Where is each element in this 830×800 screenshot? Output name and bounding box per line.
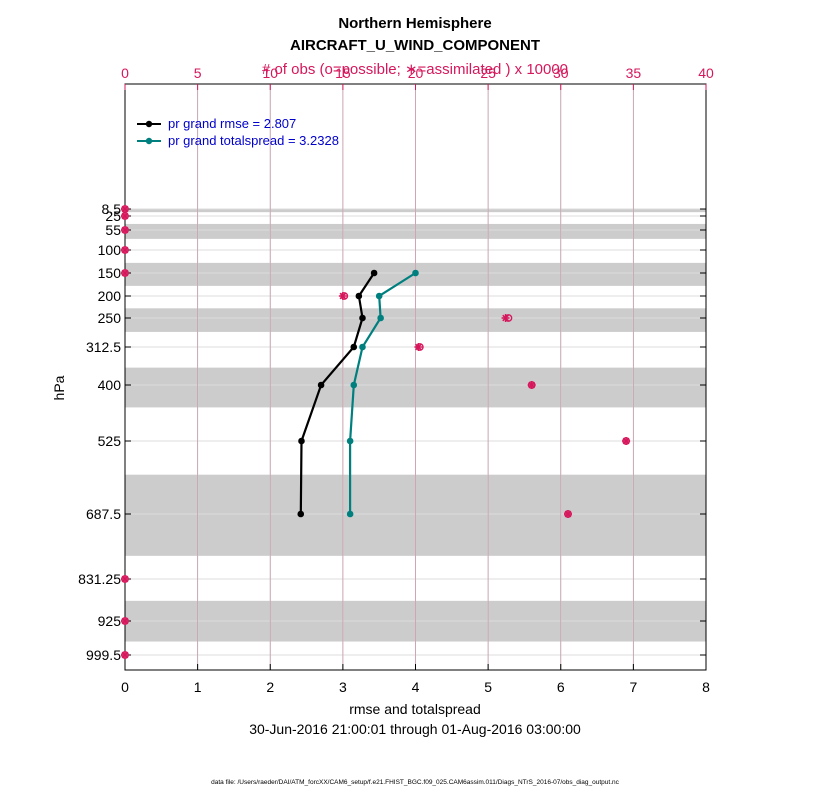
obs-assimilated-marker: [338, 292, 347, 300]
y-tick-label: 999.5: [86, 647, 121, 663]
series-1-point: [350, 381, 358, 389]
x-tick-label: 3: [339, 679, 347, 695]
top-x-tick-labels: 0 5 10 15 20 25 30 35 40: [121, 65, 714, 81]
asterisk-stroke: [528, 381, 536, 389]
top-axis-label: # of obs (o=possible; ∗=assimilated ) x …: [262, 61, 568, 78]
legend-rmse-label: pr grand rmse = 2.807: [168, 116, 296, 131]
obs-assimilated-marker: [121, 269, 129, 277]
obs-assimilated-marker: [622, 437, 631, 445]
series-1-point: [412, 269, 419, 277]
y-tick-label: 25: [105, 208, 121, 224]
series-0-point: [359, 314, 366, 322]
asterisk-stroke: [121, 226, 129, 234]
series-0-point: [298, 437, 305, 445]
y-tick-label: 100: [98, 242, 122, 258]
asterisk-stroke: [121, 246, 129, 254]
top-tick-label: 20: [408, 65, 424, 81]
asterisk-stroke: [121, 575, 129, 583]
x-tick-label: 8: [702, 679, 710, 695]
obs-assimilated-marker: [121, 205, 129, 213]
series-0-point: [355, 292, 363, 300]
top-tick-label: 25: [480, 65, 496, 81]
x-tick-label: 4: [412, 679, 420, 695]
obs-assimilated-marker: [564, 510, 573, 518]
date-range-label: 30-Jun-2016 21:00:01 through 01-Aug-2016…: [249, 721, 581, 737]
asterisk-stroke: [121, 617, 129, 625]
y-tick-label: 925: [98, 613, 122, 629]
y-tick-label: 200: [98, 288, 122, 304]
y-axis-label: hPa: [51, 375, 67, 400]
series-1-point: [346, 437, 354, 445]
y-tick-label: 312.5: [86, 339, 121, 355]
obs-assimilated-marker: [121, 246, 129, 254]
series-1-point: [359, 343, 366, 351]
asterisk-stroke: [121, 205, 129, 213]
data-file-footnote: data file: /Users/raeder/DAI/ATM_forcXX/…: [211, 779, 620, 786]
series-lines: [297, 269, 419, 518]
x-tick-label: 0: [121, 679, 129, 695]
obs-axis-grid-lines: [197, 84, 634, 670]
top-tick-label: 10: [262, 65, 278, 81]
obs-assimilated-marker: [121, 212, 129, 220]
asterisk-stroke: [121, 651, 129, 659]
chart-subtitle: AIRCRAFT_U_WIND_COMPONENT: [290, 37, 540, 54]
y-tick-label: 250: [98, 310, 122, 326]
series-1-point: [375, 292, 383, 300]
x-tick-labels: 0 1 2 3 4 5 6 7 8: [121, 679, 710, 695]
x-tick-label: 7: [629, 679, 637, 695]
obs-count-markers: [121, 205, 631, 659]
y-tick-label: 525: [98, 433, 122, 449]
obs-assimilated-marker: [121, 226, 129, 234]
y-tick-label: 831.25: [78, 571, 121, 587]
series-1-point: [377, 314, 384, 322]
obs-assimilated-marker: [414, 343, 423, 351]
series-0-point: [350, 343, 358, 351]
legend-rmse-marker: [145, 120, 153, 128]
top-tick-label: 0: [121, 65, 129, 81]
legend-spread-marker: [145, 137, 153, 145]
asterisk-stroke: [564, 510, 572, 518]
x-tick-label: 1: [194, 679, 202, 695]
x-tick-label: 6: [557, 679, 565, 695]
series-1-point: [346, 510, 354, 518]
asterisk-stroke: [502, 314, 509, 322]
obs-assimilated-marker: [121, 651, 129, 659]
y-tick-label: 400: [98, 377, 122, 393]
top-tick-label: 5: [194, 65, 202, 81]
obs-assimilated-marker: [527, 381, 536, 389]
x-tick-label: 2: [266, 679, 274, 695]
top-tick-label: 15: [335, 65, 351, 81]
asterisk-stroke: [415, 343, 422, 351]
asterisk-stroke: [121, 212, 129, 220]
asterisk-stroke: [339, 292, 347, 300]
series-0-point: [297, 510, 305, 518]
top-tick-label: 30: [553, 65, 569, 81]
x-axis-label: rmse and totalspread: [349, 701, 481, 717]
asterisk-stroke: [622, 437, 630, 445]
y-tick-label: 150: [98, 265, 122, 281]
y-tick-label: 8.5: [102, 201, 122, 217]
series-0-point: [317, 381, 325, 389]
x-tick-label: 5: [484, 679, 492, 695]
y-tick-label: 55: [105, 222, 121, 238]
obs-assimilated-marker: [501, 314, 510, 322]
obs-assimilated-marker: [121, 617, 129, 625]
obs-assimilated-marker: [121, 575, 129, 583]
top-tick-label: 40: [698, 65, 714, 81]
top-tick-label: 35: [626, 65, 642, 81]
legend: pr grand rmse = 2.807 pr grand totalspre…: [137, 116, 339, 148]
legend-spread-label: pr grand totalspread = 3.2328: [168, 133, 339, 148]
asterisk-stroke: [121, 269, 129, 277]
chart-title: Northern Hemisphere: [338, 15, 491, 32]
y-tick-label: 687.5: [86, 506, 121, 522]
series-0-point: [370, 269, 378, 277]
